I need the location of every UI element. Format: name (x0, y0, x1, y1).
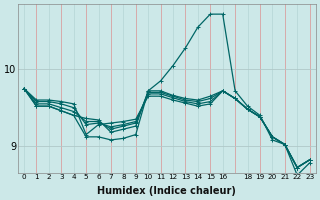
X-axis label: Humidex (Indice chaleur): Humidex (Indice chaleur) (97, 186, 236, 196)
